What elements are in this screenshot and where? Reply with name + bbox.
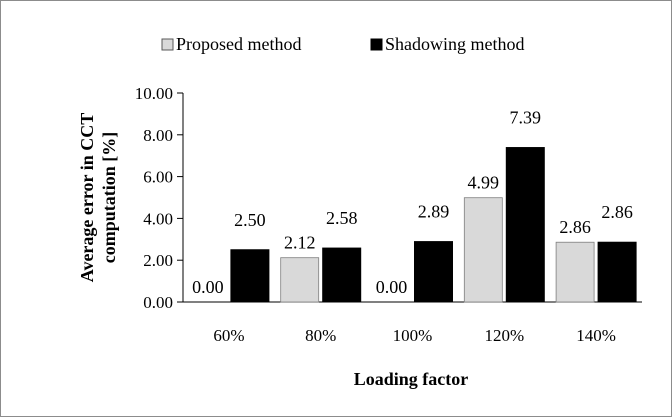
- legend-swatch: [161, 38, 174, 51]
- y-tick-label: 6.00: [143, 168, 173, 187]
- bar: [414, 241, 453, 303]
- y-tick-label: 8.00: [143, 126, 173, 145]
- y-axis-title-text: Average error in CCT computation [%]: [77, 113, 119, 282]
- y-tick-label: 4.00: [143, 209, 173, 228]
- y-tick-label: 2.00: [143, 251, 173, 270]
- data-label: 2.58: [326, 208, 358, 228]
- x-axis-title: Loading factor: [354, 369, 469, 389]
- x-tick-label: 60%: [213, 326, 244, 345]
- bar: [230, 249, 270, 303]
- data-label: 2.50: [234, 210, 266, 230]
- bar: [280, 257, 320, 303]
- data-label: 7.39: [510, 108, 542, 128]
- x-tick-label: 100%: [393, 326, 433, 345]
- y-tick-label: 10.00: [135, 84, 173, 103]
- data-label: 4.99: [468, 173, 500, 193]
- bars: [230, 147, 637, 303]
- data-label: 2.12: [284, 233, 316, 253]
- data-label: 2.86: [559, 217, 591, 237]
- data-labels: 0.00 2.12 0.00 4.99 2.86 2.50 2.58 2.89 7.39 2.86: [192, 108, 633, 297]
- legend: Proposed method Shadowing method: [161, 34, 525, 54]
- bar: [555, 241, 595, 303]
- bar: [597, 241, 637, 303]
- x-axis: 60% 80% 100% 120% 140%: [183, 301, 642, 345]
- bar: [322, 247, 362, 303]
- data-label: 2.89: [418, 202, 450, 222]
- data-label: 0.00: [192, 277, 224, 297]
- data-label: 2.86: [601, 202, 633, 222]
- legend-swatch: [370, 38, 383, 51]
- legend-label: Shadowing method: [385, 34, 525, 54]
- y-axis-title: Average error in CCT computation [%]: [77, 113, 119, 282]
- x-tick-label: 120%: [484, 326, 524, 345]
- bar: [463, 197, 503, 303]
- legend-label: Proposed method: [176, 34, 302, 54]
- bar: [505, 147, 545, 303]
- x-tick-label: 140%: [576, 326, 616, 345]
- y-tick-label: 0.00: [143, 293, 173, 312]
- data-label: 0.00: [376, 277, 408, 297]
- x-tick-label: 80%: [305, 326, 336, 345]
- y-axis: 0.00 2.00 4.00 6.00 8.00 10.00: [135, 84, 184, 312]
